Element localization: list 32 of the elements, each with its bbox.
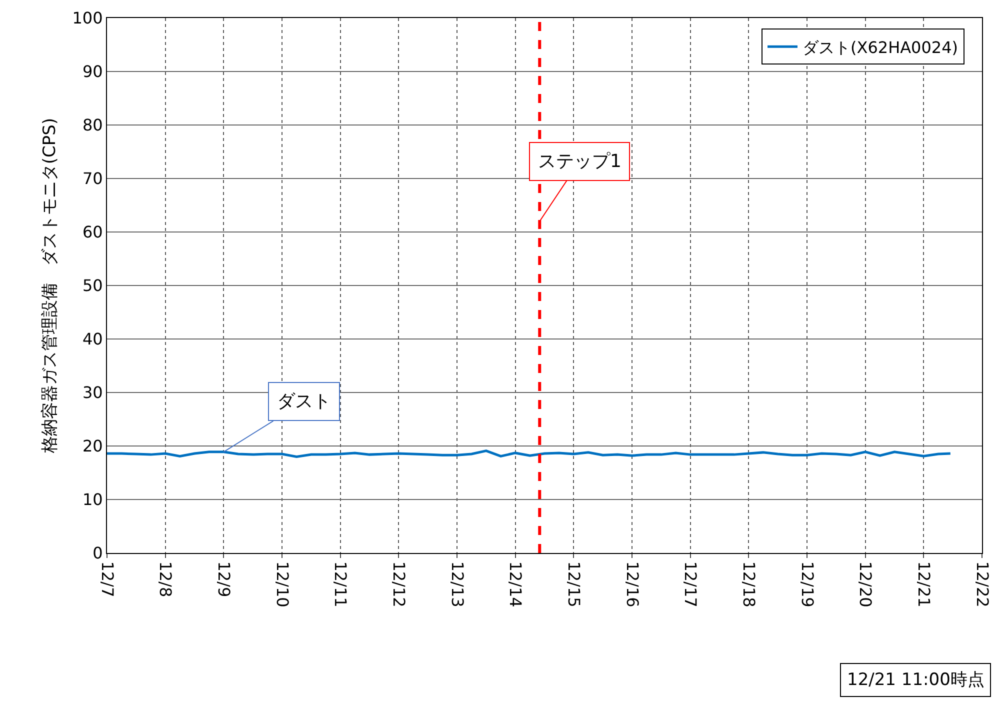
y-tick-label: 100	[72, 8, 103, 28]
y-tick-label: 20	[82, 436, 103, 456]
y-tick-label: 50	[82, 276, 103, 296]
y-tick-label: 80	[82, 116, 103, 135]
y-tick-label: 30	[82, 383, 103, 402]
legend-label: ダスト(X62HA0024)	[802, 38, 958, 57]
x-tick-label: 12/8	[156, 561, 176, 598]
x-tick-label: 12/12	[389, 561, 408, 608]
x-tick-label: 12/19	[798, 561, 817, 608]
y-tick-label: 0	[92, 544, 103, 563]
x-tick-label: 12/21	[914, 561, 934, 608]
x-tick-label: 12/16	[622, 561, 642, 608]
y-tick-label: 10	[82, 490, 103, 510]
x-tick-label: 12/10	[272, 561, 292, 608]
ref-line-label: ステップ1	[538, 151, 622, 172]
text: 12/21 11:00時点	[847, 670, 984, 690]
y-tick-label: 70	[82, 169, 103, 188]
x-tick-label: 12/22	[972, 561, 992, 608]
y-axis-title: 格納容器ガス管理設備 ダストモニタ(CPS)	[40, 118, 60, 454]
x-tick-label: 12/20	[856, 561, 876, 608]
x-tick-label: 12/7	[98, 561, 117, 598]
x-tick-label: 12/11	[331, 561, 350, 608]
y-tick-label: 40	[82, 330, 103, 349]
y-tick-label: 90	[82, 62, 103, 82]
x-tick-label: 12/15	[564, 561, 584, 608]
x-tick-label: 12/17	[681, 561, 700, 608]
x-tick-label: 12/9	[214, 561, 234, 598]
x-tick-label: 12/14	[506, 561, 526, 608]
x-tick-label: 12/13	[448, 561, 467, 608]
x-tick-label: 12/18	[739, 561, 758, 608]
annotation: ダスト	[277, 391, 331, 412]
y-tick-label: 60	[82, 222, 103, 242]
